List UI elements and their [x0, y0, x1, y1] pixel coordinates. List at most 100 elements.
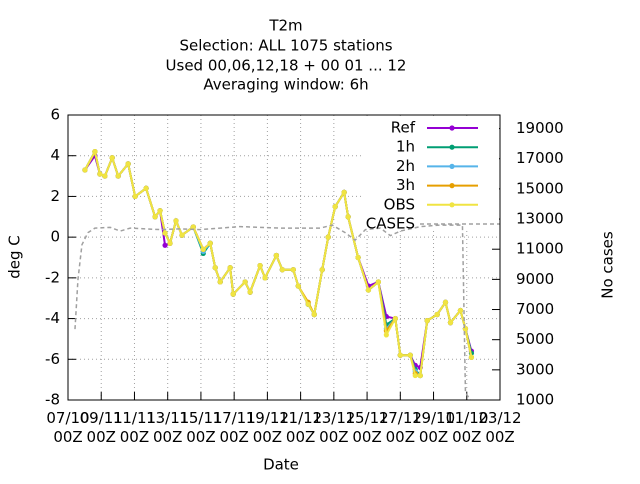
data-point	[383, 332, 389, 338]
y2-tick-label: 5000	[516, 330, 554, 348]
data-point	[457, 307, 464, 314]
data-point	[162, 242, 168, 248]
y2-tick-label: 7000	[516, 300, 554, 318]
x-tick-label-line: 00Z	[319, 428, 348, 446]
data-point	[102, 173, 108, 179]
data-point	[167, 240, 173, 246]
data-point	[332, 204, 338, 210]
data-point	[125, 161, 131, 167]
x-tick-label-line: 23/12	[478, 409, 521, 427]
data-point	[132, 193, 138, 200]
x-tick-label-line: 00Z	[386, 428, 415, 446]
data-point	[247, 289, 253, 295]
x-tick-label: 11/11 00Z	[113, 409, 156, 446]
legend-label: 1h	[396, 138, 415, 156]
x-tick-label: 11/10 00Z	[445, 409, 488, 446]
data-point	[179, 232, 185, 238]
y2-tick-label: 19000	[516, 119, 564, 137]
y-tick-label: 2	[50, 187, 60, 205]
legend-label: 2h	[396, 157, 415, 175]
data-point	[190, 224, 196, 230]
x-tick-label: 19/10 00Z	[412, 409, 455, 446]
y-tick-label: 6	[50, 106, 60, 124]
y2-tick-label: 1000	[516, 391, 554, 409]
x-tick-label: 13/12 00Z	[312, 409, 355, 446]
x-tick-label-line: 00Z	[419, 428, 448, 446]
legend-label: 3h	[396, 176, 415, 194]
data-point	[424, 318, 430, 324]
data-point	[345, 214, 351, 220]
data-point	[407, 352, 413, 358]
y-tick-label: 4	[50, 146, 60, 164]
y-tick-label: 0	[50, 228, 60, 246]
x-tick-label-line: 00Z	[219, 428, 248, 446]
x-tick-label-line: 00Z	[87, 428, 116, 446]
subtitle: Used 00,06,12,18 + 00 01 ... 12	[166, 57, 407, 75]
x-tick-label: 15/11 00Z	[179, 409, 222, 446]
y-tick-label: -4	[45, 309, 60, 327]
data-point	[82, 167, 88, 173]
x-tick-label: 17/12 00Z	[379, 409, 422, 446]
x-tick-label: 15/12 00Z	[345, 409, 388, 446]
data-point	[279, 267, 285, 273]
data-point	[200, 246, 206, 252]
data-point	[397, 352, 403, 358]
legend-label: Ref	[391, 119, 416, 137]
data-point	[262, 275, 268, 281]
subtitle: Selection: ALL 1075 stations	[179, 37, 392, 55]
x-tick-label: 09/11 00Z	[80, 409, 123, 446]
data-point	[115, 173, 121, 179]
x-tick-label-line: 11/10	[445, 409, 488, 427]
data-point	[212, 265, 218, 271]
data-point	[162, 230, 168, 236]
x-tick-label: 13/11 00Z	[146, 409, 189, 446]
data-point	[311, 311, 317, 318]
y2-tick-label: 11000	[516, 240, 564, 258]
data-point	[157, 208, 163, 214]
data-point	[447, 320, 454, 326]
data-point	[273, 252, 279, 259]
x-tick-label: 11/12 00Z	[279, 409, 322, 446]
data-point	[242, 279, 248, 285]
x-tick-label-line: 00Z	[53, 428, 82, 446]
data-point	[442, 299, 449, 305]
x-tick-label-line: 07/10	[46, 409, 89, 427]
x-tick-label: 07/10 00Z	[46, 409, 89, 446]
y-tick-label: -6	[45, 350, 60, 368]
data-point	[468, 354, 475, 360]
x-tick-label-line: 15/12	[345, 409, 388, 427]
x-tick-label-line: 19/12	[246, 409, 289, 427]
data-point	[319, 267, 325, 273]
y2-tick-label: 17000	[516, 149, 564, 167]
x-tick-label-line: 00Z	[120, 428, 149, 446]
x-tick-label-line: 00Z	[286, 428, 315, 446]
legend-marker	[449, 144, 455, 150]
x-tick-label-line: 00Z	[186, 428, 215, 446]
legend-marker	[449, 183, 455, 189]
x-axis-label: Date	[263, 456, 299, 474]
plot-border	[67, 114, 501, 401]
data-point	[152, 214, 158, 220]
y-tick-label: -2	[45, 268, 60, 286]
x-tick-label-line: 00Z	[352, 428, 381, 446]
data-point	[417, 372, 423, 379]
x-tick-label-line: 13/12	[312, 409, 355, 427]
legend-background	[362, 118, 499, 230]
y2-tick-label: 15000	[516, 179, 564, 197]
series-line	[74, 224, 472, 401]
x-tick-label-line: 19/10	[412, 409, 455, 427]
y-axis-label: deg C	[6, 235, 24, 279]
x-tick-label: 23/12 00Z	[478, 409, 521, 446]
legend-marker	[449, 125, 455, 131]
x-tick-label-line: 00Z	[485, 428, 514, 446]
x-tick-label-line: 13/11	[146, 409, 189, 427]
data-point	[290, 267, 296, 273]
x-tick-label-line: 00Z	[452, 428, 481, 446]
data-point	[217, 279, 223, 285]
data-point	[257, 263, 263, 269]
x-tick-label-line: 15/11	[179, 409, 222, 427]
x-tick-label-line: 09/11	[80, 409, 123, 427]
data-point	[375, 279, 381, 285]
y2-tick-label: 9000	[516, 270, 554, 288]
